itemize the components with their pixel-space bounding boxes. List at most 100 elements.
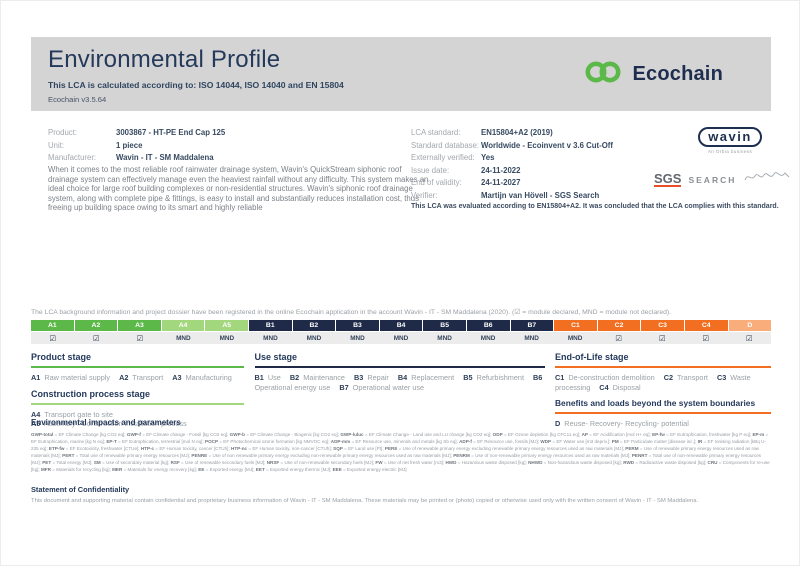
modules-status-row: ☑ ☑ ☑ MND MND MND MND MND MND MND MND MND MND ☑ ☑ ☑ ☑ xyxy=(31,332,771,344)
product-stage-title: Product stage xyxy=(31,352,244,368)
module-header-A5: A5 xyxy=(205,320,248,331)
module-status-B3: MND xyxy=(350,334,365,342)
lca-info-row: Standard database: Worldwide - Ecoinvent … xyxy=(411,140,613,153)
use-stage-items: B1 Use B2 Maintenance B3 Repair B4 Replacem… xyxy=(255,373,545,392)
module-status-B1: MND xyxy=(263,334,278,342)
module-status-B5: MND xyxy=(437,334,452,342)
module-header-B2: B2 xyxy=(292,320,336,331)
product-stage-column: Product stage A1 Raw material supply A2 T… xyxy=(31,352,244,435)
stage-item-C3: C3 Waste processing xyxy=(555,373,751,392)
product-info-row: Manufacturer: Wavin - IT - SM Maddalena xyxy=(48,152,225,165)
sgs-search-logo: SGS SEARCH xyxy=(654,169,791,190)
confidentiality-text: This document and supporting material co… xyxy=(31,498,699,504)
lca-info-row: LCA standard: EN15804+A2 (2019) xyxy=(411,127,613,140)
module-header-B7: B7 xyxy=(510,320,554,331)
product-stage-items: A1 Raw material supply A2 Transport A3 Man… xyxy=(31,373,244,383)
impacts-section-title: Environmental impacts and parameters xyxy=(31,418,181,427)
stage-item-B7: B7 Operational water use xyxy=(339,382,425,392)
product-info-value: 3003867 - HT-PE End Cap 125 xyxy=(116,128,226,137)
product-info-value: Wavin - IT - SM Maddalena xyxy=(116,153,214,163)
module-status-B2: MND xyxy=(306,334,322,342)
lca-info-label: End of validity: xyxy=(411,178,462,188)
module-status-A2: ☑ xyxy=(92,333,100,343)
module-header-B4: B4 xyxy=(379,320,423,331)
modules-header-row: A1 A2 A3 A4 A5 B1 B2 B3 B4 B5 B6 B7 C1 C2 C3 C4 D xyxy=(31,320,772,331)
module-header-B6: B6 xyxy=(466,320,510,331)
product-info-label: Product: xyxy=(48,128,78,137)
end-of-life-stage-title: End-of-Life stage xyxy=(555,352,771,368)
evaluation-statement: This LCA was evaluated according to EN15… xyxy=(411,203,779,210)
sgs-search-label: SEARCH xyxy=(688,174,737,185)
ecochain-logo-text: Ecochain xyxy=(632,62,723,85)
module-header-C3: C3 xyxy=(641,320,684,331)
lca-info-value: Martijn van Hövell - SGS Search xyxy=(481,190,600,200)
module-header-C1: C1 xyxy=(554,320,597,331)
product-info-rows: Product: 3003867 - HT-PE End Cap 125 Unit:… xyxy=(48,127,225,165)
module-header-A3: A3 xyxy=(118,320,161,331)
lca-info-label: Standard database: xyxy=(411,140,480,150)
module-status-A3: ☑ xyxy=(136,333,144,343)
module-status-C3: ☑ xyxy=(658,333,666,343)
construction-stage-items: A4 Transport gate to site A5 Assembly / C… xyxy=(31,410,244,429)
lca-info-value: 24-11-2022 xyxy=(481,165,521,175)
module-status-B4: MND xyxy=(393,334,409,342)
lca-info-row: Issue date: 24-11-2022 xyxy=(411,165,613,178)
module-header-A2: A2 xyxy=(74,320,118,331)
lca-info-value: Worldwide - Ecoinvent v 3.6 Cut-Off xyxy=(481,140,613,150)
module-header-B5: B5 xyxy=(423,320,466,331)
module-status-C4: ☑ xyxy=(702,333,710,343)
wavin-orbia-tagline: An Orbia business xyxy=(707,149,753,154)
module-status-B6: MND xyxy=(480,334,496,342)
module-status-A5: MND xyxy=(219,334,235,342)
lca-info-value: 24-11-2027 xyxy=(481,178,521,188)
module-header-C4: C4 xyxy=(684,320,728,331)
lca-info-value: EN15804+A2 (2019) xyxy=(481,128,553,137)
module-header-A1: A1 xyxy=(31,320,74,331)
end-of-life-stage-items: C1 De-construction demolition C2 Transpor… xyxy=(555,373,771,392)
stage-item-A2: A2 Transport xyxy=(119,373,164,382)
lca-info-label: Externally verified: xyxy=(411,153,475,163)
confidentiality-section: Statement of Confidentiality This docume… xyxy=(31,485,771,504)
module-status-A1: ☑ xyxy=(49,333,57,343)
stage-item-A4: A4 Transport gate to site xyxy=(31,409,113,419)
verifier-signature-icon xyxy=(743,169,791,190)
lca-info-row: Externally verified: Yes xyxy=(411,152,613,165)
lca-info-value: Yes xyxy=(481,153,495,163)
module-status-C2: ☑ xyxy=(615,333,623,343)
lca-info-rows: LCA standard: EN15804+A2 (2019) Standard d… xyxy=(411,127,613,203)
benefits-stage-items: D Reuse- Recovery- Recycling- potential xyxy=(555,419,771,429)
ecochain-version: Ecochain v3.5.64 xyxy=(48,95,107,104)
stage-item-C4: C4 Disposal xyxy=(599,382,641,392)
wavin-logo: wavin An Orbia business xyxy=(693,127,767,154)
lca-info-label: Verifier: xyxy=(411,190,438,200)
module-status-B7: MND xyxy=(524,334,539,342)
stage-item-B1: B1 Use xyxy=(254,373,281,382)
wavin-logo-text: wavin xyxy=(698,127,762,147)
stage-item-B2: B2 Maintenance xyxy=(289,373,345,382)
module-status-C1: MND xyxy=(567,334,583,342)
sgs-logo-text: SGS xyxy=(654,171,682,187)
ecochain-logo: Ecochain xyxy=(582,37,723,111)
stage-item-C1: C1 De-construction demolition xyxy=(555,373,655,382)
modules-intro-text: The LCA background information and proje… xyxy=(31,309,672,316)
module-header-A4: A4 xyxy=(161,320,205,331)
header-bar: Environmental Profile This LCA is calcul… xyxy=(31,37,771,111)
confidentiality-title: Statement of Confidentiality xyxy=(31,485,130,494)
stage-item-D: D Reuse- Recovery- Recycling- potential xyxy=(555,419,689,429)
impacts-text: GWP-total = EF Climate Change [kg CO2 eq… xyxy=(31,432,770,472)
stage-item-A1: A1 Raw material supply xyxy=(31,373,111,382)
lca-info-row: End of validity: 24-11-2027 xyxy=(411,177,613,190)
page-title: Environmental Profile xyxy=(48,46,281,73)
product-description: When it comes to the most reliable roof … xyxy=(48,165,429,213)
product-info-label: Unit: xyxy=(48,140,65,150)
header-text: Environmental Profile This LCA is calcul… xyxy=(31,37,344,111)
stage-item-A5: A5 Assembly / Construction installation … xyxy=(31,419,187,429)
lca-info-label: Issue date: xyxy=(411,165,450,175)
stage-item-C2: C2 Transport xyxy=(663,373,708,382)
stage-item-B4: B4 Replacement xyxy=(397,373,455,382)
modules-table: A1 A2 A3 A4 A5 B1 B2 B3 B4 B5 B6 B7 C1 C2 C3 C4 D ☑ ☑ ☑ MND… xyxy=(31,320,772,344)
module-header-C2: C2 xyxy=(597,320,641,331)
impacts-section: Environmental impacts and parameters GWP… xyxy=(31,418,771,473)
use-stage-title: Use stage xyxy=(254,352,545,368)
module-status-D: ☑ xyxy=(745,333,753,343)
